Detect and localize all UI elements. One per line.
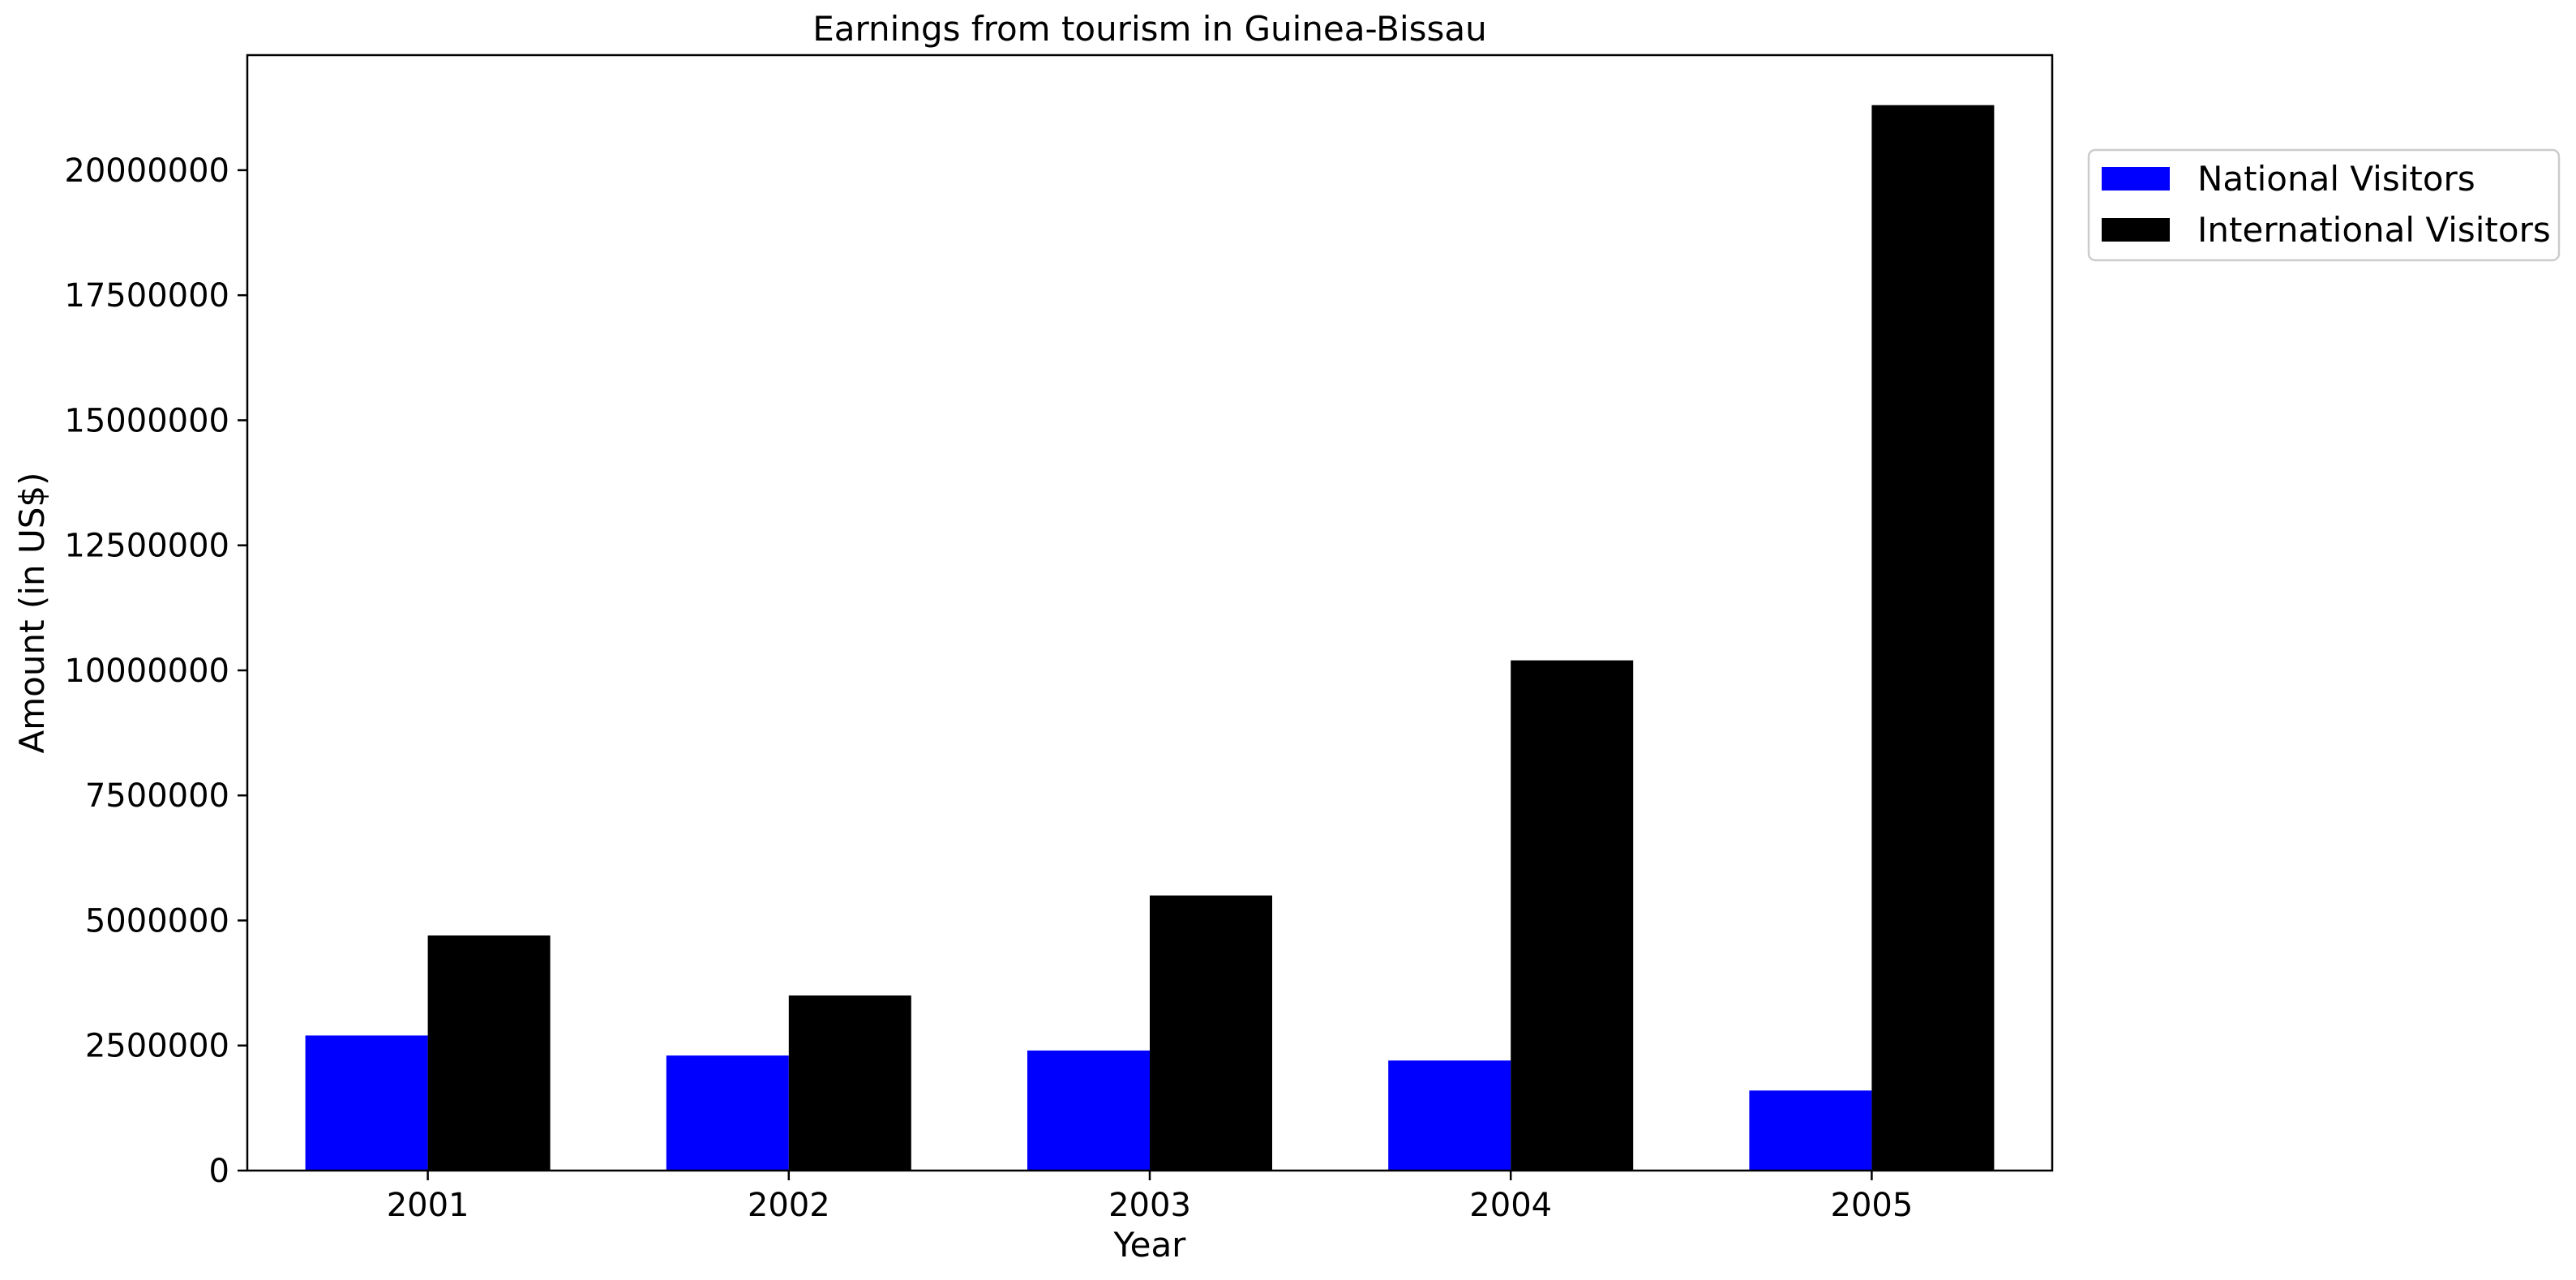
- x-tick-label: 2005: [1831, 1187, 1914, 1224]
- legend-label-national-visitors: National Visitors: [2197, 159, 2475, 199]
- bar-national-visitors-2005: [1749, 1090, 1872, 1171]
- y-tick-label: 2500000: [85, 1028, 229, 1065]
- bar-national-visitors-2002: [666, 1055, 789, 1171]
- x-tick-label: 2002: [748, 1187, 830, 1224]
- y-axis-title: Amount (in US$): [12, 473, 52, 754]
- y-tick-label: 0: [209, 1153, 229, 1190]
- bar-national-visitors-2001: [305, 1035, 428, 1171]
- legend: National Visitors International Visitors: [2087, 148, 2561, 262]
- y-tick-label: 5000000: [85, 902, 229, 940]
- plot-frame: [246, 54, 2054, 1172]
- y-axis-ticks: 0 2500000 5000000 7500000 10000000 12500000 15…: [64, 152, 247, 1190]
- x-tick-label: 2003: [1108, 1187, 1191, 1224]
- bar-international-visitors-2005: [1871, 105, 1995, 1171]
- legend-swatch-national-visitors: [2102, 167, 2170, 191]
- legend-label-international-visitors: International Visitors: [2197, 210, 2551, 250]
- x-tick-label: 2001: [387, 1187, 469, 1224]
- y-tick-label: 20000000: [64, 152, 229, 190]
- bar-national-visitors-2004: [1388, 1060, 1511, 1171]
- x-tick-label: 2004: [1469, 1187, 1552, 1224]
- chart-title: Earnings from tourism in Guinea-Bissau: [812, 9, 1487, 49]
- legend-swatch-international-visitors: [2102, 218, 2170, 242]
- bar-international-visitors-2003: [1150, 895, 1272, 1171]
- bar-international-visitors-2004: [1511, 660, 1634, 1171]
- x-axis-ticks: 2001 2002 2003 2004 2005: [387, 1171, 1914, 1224]
- bar-international-visitors-2001: [427, 935, 551, 1171]
- y-tick-label: 12500000: [64, 528, 229, 565]
- bars-layer: [305, 105, 1995, 1171]
- y-tick-label: 7500000: [85, 777, 229, 815]
- x-axis-title: Year: [1113, 1225, 1187, 1265]
- y-tick-label: 10000000: [64, 653, 229, 690]
- bar-international-visitors-2002: [788, 995, 911, 1171]
- y-tick-label: 15000000: [64, 402, 229, 439]
- y-tick-label: 17500000: [64, 277, 229, 315]
- bar-national-visitors-2003: [1027, 1050, 1150, 1171]
- legend-frame: [2087, 148, 2561, 262]
